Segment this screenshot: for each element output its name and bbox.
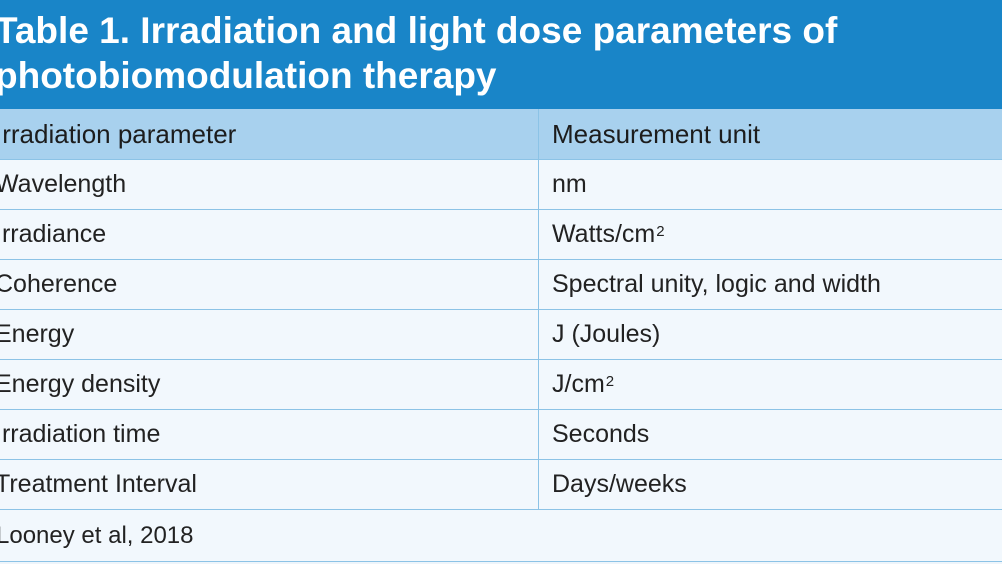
parameter-cell: Coherence bbox=[0, 270, 118, 298]
unit-cell: Days/weeks bbox=[538, 460, 1002, 509]
parameter-cell: Energy density bbox=[0, 370, 161, 398]
header-irradiation-parameter: Irradiation parameter bbox=[0, 118, 237, 149]
parameter-cell: Irradiance bbox=[0, 220, 107, 248]
table-title-banner: Table 1. Irradiation and light dose para… bbox=[0, 0, 1002, 109]
unit-superscript: 2 bbox=[605, 373, 615, 390]
parameter-cell: Wavelength bbox=[0, 170, 127, 198]
unit-text: Seconds bbox=[552, 420, 650, 448]
table-header-row: Irradiation parameter Measurement unit bbox=[0, 109, 1002, 160]
table-row: Energy J (Joules) bbox=[0, 310, 1002, 360]
unit-cell: Watts/cm 2 bbox=[538, 210, 1002, 259]
unit-cell: Spectral unity, logic and width bbox=[538, 260, 1002, 309]
table-row: Coherence Spectral unity, logic and widt… bbox=[0, 260, 1002, 310]
unit-cell: J (Joules) bbox=[538, 310, 1002, 359]
unit-text: Watts/cm bbox=[552, 220, 656, 248]
table-row: Irradiation time Seconds bbox=[0, 410, 1002, 460]
unit-text: nm bbox=[552, 170, 587, 198]
unit-text: J/cm bbox=[552, 370, 605, 398]
table-row: Energy density J/cm 2 bbox=[0, 360, 1002, 410]
unit-cell: J/cm 2 bbox=[538, 360, 1002, 409]
header-measurement-unit: Measurement unit bbox=[538, 109, 1002, 159]
unit-superscript: 2 bbox=[656, 223, 665, 240]
parameter-cell: Energy bbox=[0, 320, 75, 348]
table-title-line-2: photobiomodulation therapy bbox=[0, 55, 497, 96]
table-row: Wavelength nm bbox=[0, 160, 1002, 210]
table-source-row: Looney et al, 2018 bbox=[0, 510, 1002, 562]
unit-text: Spectral unity, logic and width bbox=[552, 270, 881, 298]
parameter-cell: Treatment Interval bbox=[0, 470, 197, 498]
unit-cell: nm bbox=[538, 160, 1002, 209]
parameter-cell: Irradiation time bbox=[0, 420, 161, 448]
unit-text: J (Joules) bbox=[552, 320, 661, 348]
table-title-line-1: Table 1. Irradiation and light dose para… bbox=[0, 10, 838, 51]
parameters-table: Irradiation parameter Measurement unit W… bbox=[0, 109, 1002, 562]
table-row: Irradiance Watts/cm 2 bbox=[0, 210, 1002, 260]
unit-cell: Seconds bbox=[538, 410, 1002, 459]
unit-text: Days/weeks bbox=[552, 470, 687, 498]
table-row: Treatment Interval Days/weeks bbox=[0, 460, 1002, 510]
source-citation: Looney et al, 2018 bbox=[0, 521, 194, 549]
